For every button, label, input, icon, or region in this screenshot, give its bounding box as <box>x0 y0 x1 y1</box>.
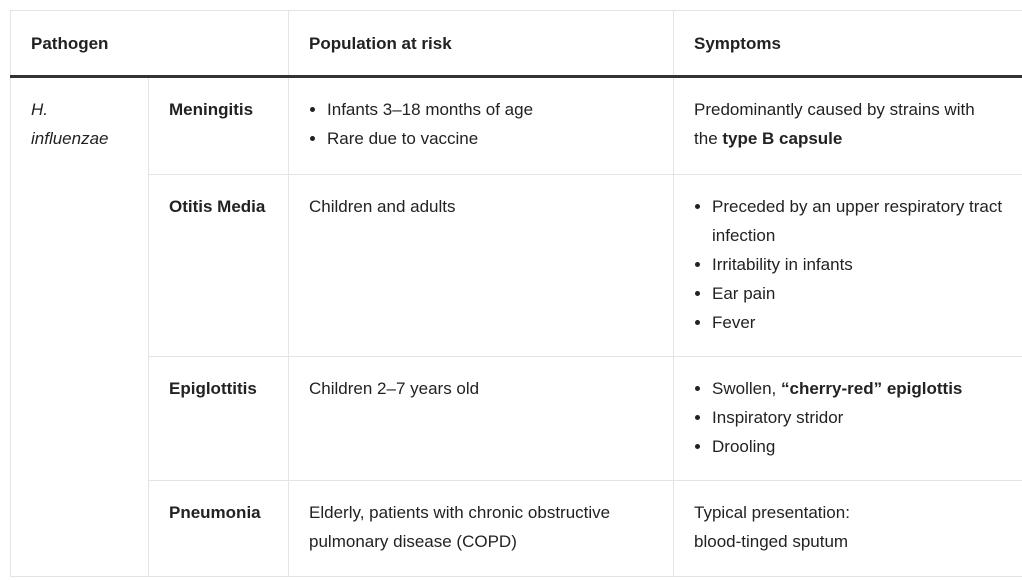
disease-cell: Meningitis <box>147 76 290 175</box>
text: Children 2–7 years old <box>309 379 480 398</box>
header-row: Pathogen Population at risk Symptoms <box>9 10 1022 78</box>
header-cell: Symptoms <box>673 10 1022 78</box>
paragraph: Typical presentation: <box>694 498 1003 527</box>
bullet-list: Swollen, “cherry-red” epiglottis Inspirat… <box>694 374 1003 461</box>
table-row: Pneumonia Elderly, patients with chronic … <box>11 480 1022 577</box>
table-row: Epiglottitis Children 2–7 years old Swolle… <box>11 356 1022 481</box>
population-cell: Children 2–7 years old <box>288 356 675 481</box>
paragraph: Children and adults <box>309 192 653 221</box>
bullet-list: Infants 3–18 months of age Rare due to va… <box>309 95 653 153</box>
symptoms-cell: Typical presentation: blood-tinged sputum <box>673 480 1022 577</box>
population-cell: Infants 3–18 months of age Rare due to va… <box>288 76 675 175</box>
header-cell: Population at risk <box>288 10 675 78</box>
text: Rare due to vaccine <box>327 129 479 148</box>
bullet-item: Inspiratory stridor <box>712 403 1003 432</box>
bullet-item: Irritability in infants <box>712 250 1003 279</box>
text: Fever <box>712 313 756 332</box>
text: Drooling <box>712 437 776 456</box>
symptoms-cell: Predominantly caused by strains with the… <box>673 76 1022 175</box>
bullet-item: Drooling <box>712 432 1003 461</box>
bullet-item: Infants 3–18 months of age <box>327 95 653 124</box>
disease-cell: Pneumonia <box>147 480 290 577</box>
paragraph: Elderly, patients with chronic obstructi… <box>309 498 653 556</box>
text: Irritability in infants <box>712 255 853 274</box>
paragraph: Predominantly caused by strains with the… <box>694 95 1003 153</box>
bullet-item: Swollen, “cherry-red” epiglottis <box>712 374 1003 403</box>
disease-cell: Epiglottitis <box>147 356 290 481</box>
text: Swollen, <box>712 379 781 398</box>
bullet-item: Ear pain <box>712 279 1003 308</box>
text: blood-tinged sputum <box>694 532 849 551</box>
text: Predominantly caused by strains with the <box>694 100 975 148</box>
text: Children and adults <box>309 197 456 216</box>
pathogen-cell: H. influenzae <box>10 76 149 577</box>
population-cell: Children and adults <box>288 174 675 357</box>
pathogen-table: Pathogen Population at risk Symptoms H. … <box>9 10 1022 577</box>
table-row: Otitis Media Children and adults Preceded … <box>11 174 1022 357</box>
disease-cell: Otitis Media <box>147 174 290 357</box>
bold-text: “cherry-red” epiglottis <box>781 379 963 398</box>
text: Inspiratory stridor <box>712 408 844 427</box>
bullet-item: Fever <box>712 308 1003 337</box>
bullet-item: Rare due to vaccine <box>327 124 653 153</box>
text: Elderly, patients with chronic obstructi… <box>309 503 611 551</box>
bullet-list: Preceded by an upper respiratory tract i… <box>694 192 1003 337</box>
population-cell: Elderly, patients with chronic obstructi… <box>288 480 675 577</box>
bullet-item: Preceded by an upper respiratory tract i… <box>712 192 1003 250</box>
text: Ear pain <box>712 284 776 303</box>
symptoms-cell: Preceded by an upper respiratory tract i… <box>673 174 1022 357</box>
text: Preceded by an upper respiratory tract i… <box>712 197 1003 245</box>
bold-text: type B capsule <box>722 129 843 148</box>
header-cell: Pathogen <box>9 10 290 78</box>
paragraph: Children 2–7 years old <box>309 374 653 403</box>
text: Typical presentation: <box>694 503 850 522</box>
paragraph: blood-tinged sputum <box>694 527 1003 556</box>
text: Infants 3–18 months of age <box>327 100 534 119</box>
symptoms-cell: Swollen, “cherry-red” epiglottis Inspirat… <box>673 356 1022 481</box>
